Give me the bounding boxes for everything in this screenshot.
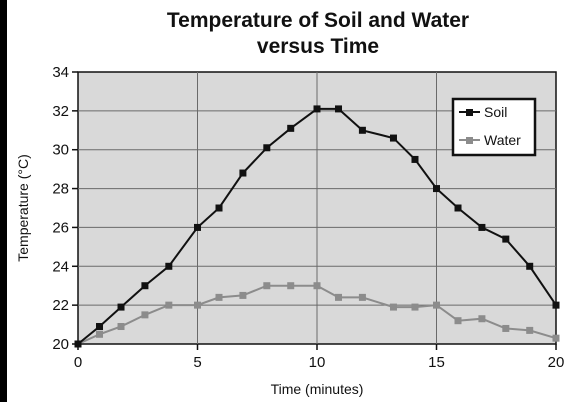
soil-point [96, 323, 104, 331]
soil-point [74, 340, 82, 348]
soil-point [141, 282, 149, 290]
soil-point [454, 204, 462, 212]
soil-point [389, 134, 397, 142]
y-tick-label: 32 [52, 103, 69, 120]
soil-point [239, 169, 247, 177]
legend-box [451, 97, 537, 157]
y-tick-label: 26 [52, 219, 69, 236]
water-point [215, 293, 223, 301]
soil-point [287, 124, 295, 132]
soil-point [552, 301, 560, 309]
x-tick-label: 0 [74, 354, 82, 371]
y-tick-label: 22 [52, 297, 69, 314]
x-axis-ticks: 0 5 10 15 20 [74, 344, 565, 371]
x-tick-label: 10 [309, 354, 326, 371]
y-axis-ticks: 20 22 24 26 28 30 32 34 [52, 64, 78, 353]
soil-point [433, 185, 440, 193]
x-tick-label: 20 [548, 354, 565, 371]
water-point [358, 293, 366, 301]
water-point [433, 301, 440, 309]
water-point [454, 317, 462, 325]
soil-point [165, 262, 173, 270]
water-point [502, 324, 510, 332]
x-tick-label: 5 [193, 354, 201, 371]
chart-title-line-1: Temperature of Soil and Water [167, 9, 469, 32]
water-point [263, 282, 271, 290]
soil-point [502, 235, 510, 243]
water-point [313, 282, 321, 290]
legend: Soil Water [451, 97, 537, 157]
water-point [552, 334, 560, 342]
water-point [287, 282, 295, 290]
legend-water-marker [466, 137, 473, 144]
legend-water-label: Water [484, 132, 521, 148]
water-point [526, 326, 534, 334]
y-tick-label: 34 [52, 64, 69, 81]
chart-title-line-2: versus Time [257, 35, 379, 58]
soil-point [335, 105, 343, 113]
soil-point [478, 223, 486, 231]
legend-soil-marker [466, 109, 473, 116]
y-tick-label: 24 [52, 258, 69, 275]
x-tick-label: 15 [428, 354, 445, 371]
water-point [389, 303, 397, 311]
water-point [96, 330, 104, 338]
soil-point [194, 223, 201, 231]
y-axis-label: Temperature (°C) [15, 154, 31, 262]
water-point [411, 303, 419, 311]
soil-point [313, 105, 321, 113]
water-point [194, 301, 201, 309]
y-tick-label: 28 [52, 181, 69, 198]
soil-point [215, 204, 223, 212]
soil-point [358, 126, 366, 134]
legend-soil-label: Soil [484, 104, 507, 120]
y-tick-label: 30 [52, 142, 69, 159]
y-tick-label: 20 [52, 336, 69, 353]
water-point [117, 323, 125, 331]
soil-point [526, 262, 534, 270]
soil-point [117, 303, 125, 311]
series-points [74, 105, 560, 348]
soil-point [411, 155, 419, 163]
water-point [239, 291, 247, 299]
water-point [165, 301, 173, 309]
water-point [141, 311, 149, 319]
soil-point [263, 144, 271, 152]
water-point [478, 315, 486, 323]
water-point [335, 293, 343, 301]
x-axis-label: Time (minutes) [271, 381, 364, 397]
